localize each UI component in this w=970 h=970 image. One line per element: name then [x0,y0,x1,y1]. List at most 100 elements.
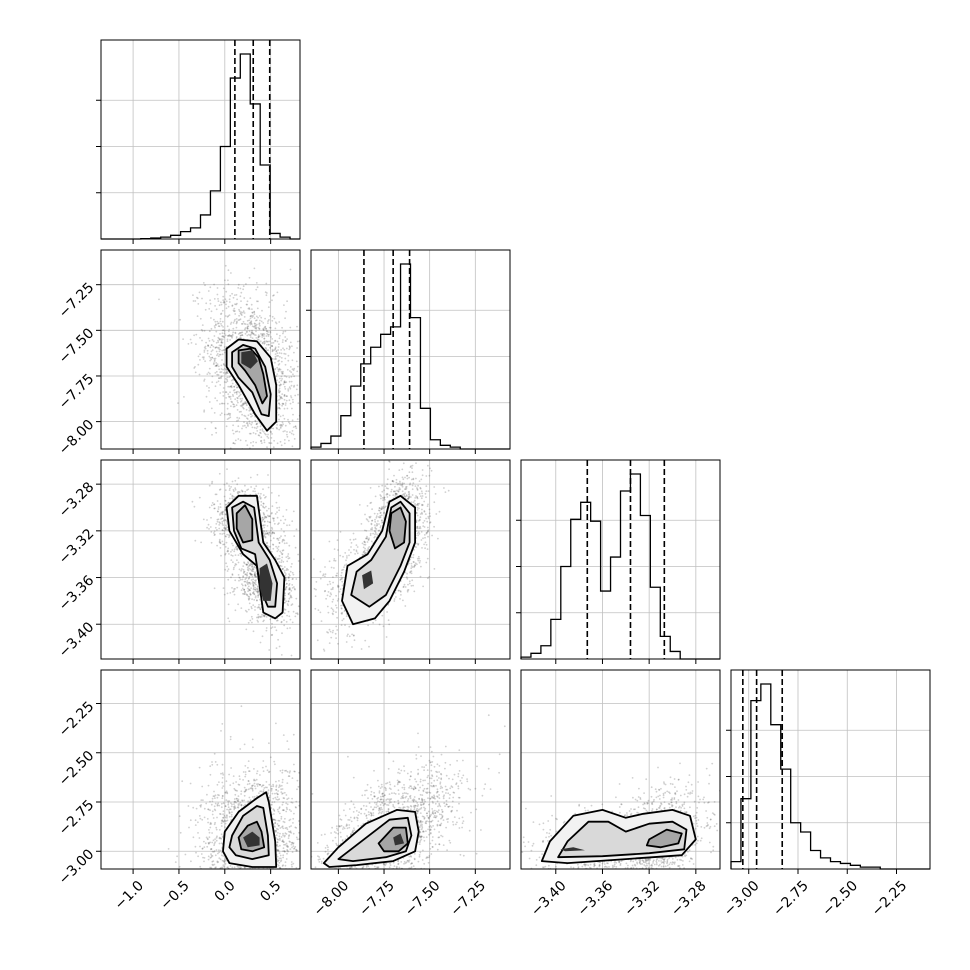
scatter-point [406,474,409,477]
scatter-point [228,301,231,303]
scatter-point [257,339,260,341]
scatter-point [267,474,269,476]
scatter-point [232,424,235,427]
scatter-point [249,568,252,571]
scatter-point [288,576,290,579]
scatter-point [179,318,182,321]
scatter-point [221,335,224,338]
scatter-point [284,430,286,432]
scatter-point [377,516,380,518]
scatter-point [274,355,277,358]
scatter-point [283,395,286,398]
scatter-point [223,530,226,532]
scatter-point [222,372,225,374]
scatter-point [288,380,291,383]
scatter-point [257,596,259,598]
scatter-point [294,394,297,397]
scatter-point [250,579,253,581]
scatter-point [293,586,295,588]
scatter-point [229,385,232,388]
scatter-point [271,433,273,435]
scatter-point [275,501,278,504]
scatter-point [274,361,276,364]
scatter-point [226,526,228,529]
scatter-point [263,526,266,529]
scatter-point [367,547,370,550]
scatter-point [237,492,240,495]
scatter-point [270,634,273,636]
scatter-point [287,555,289,558]
scatter-point [270,539,272,542]
scatter-point [255,319,258,322]
scatter-point [279,377,281,380]
scatter-point [283,381,286,384]
scatter-point [414,504,417,507]
scatter-point [397,482,400,485]
scatter-point [231,401,234,404]
scatter-point [280,379,283,382]
scatter-point [270,529,272,532]
scatter-point [253,593,256,595]
scatter-point [275,375,278,378]
scatter-point [225,524,227,527]
scatter-point [410,565,413,567]
scatter-point [273,476,275,478]
scatter-point [255,323,258,326]
scatter-point [254,609,256,611]
scatter-point [204,345,207,348]
scatter-point [288,376,291,379]
scatter-point [251,329,253,332]
scatter-point [241,331,244,334]
scatter-point [282,423,284,426]
scatter-point [285,586,288,588]
scatter-point [402,585,405,588]
scatter-point [263,614,266,617]
scatter-point [229,412,232,415]
scatter-point [270,437,273,439]
scatter-point [249,589,252,592]
scatter-point [418,527,421,530]
scatter-point [256,588,259,591]
scatter-point [427,515,430,518]
scatter-point [402,478,405,481]
scatter-point [249,315,252,318]
scatter-point [422,525,425,527]
scatter-point [282,538,285,541]
scatter-point [257,594,260,597]
scatter-point [207,344,210,347]
scatter-point [236,298,239,301]
scatter-point [374,530,376,532]
scatter-point [246,573,248,576]
scatter-point [267,507,270,510]
scatter-point [208,484,211,487]
scatter-point [220,313,222,315]
scatter-point [243,414,246,417]
scatter-point [237,561,240,564]
scatter-point [394,493,397,495]
scatter-point [227,305,230,308]
scatter-point [291,359,294,362]
scatter-point [248,598,250,601]
scatter-point [250,423,253,426]
scatter-point [356,552,359,555]
scatter-point [282,347,284,350]
scatter-point [265,629,268,632]
scatter-point [248,564,251,566]
scatter-point [217,508,220,510]
scatter-point [236,409,239,411]
scatter-point [242,565,245,567]
scatter-point [238,568,241,571]
scatter-point [259,340,262,343]
scatter-point [234,546,237,549]
scatter-point [403,494,406,496]
scatter-point [224,264,227,267]
scatter-point [273,532,275,534]
scatter-point [266,343,268,346]
scatter-point [236,559,238,562]
scatter-point [305,388,307,390]
scatter-point [240,489,243,492]
scatter-point [233,405,236,408]
scatter-point [246,587,249,590]
scatter-point [240,314,243,316]
scatter-point [215,350,218,353]
